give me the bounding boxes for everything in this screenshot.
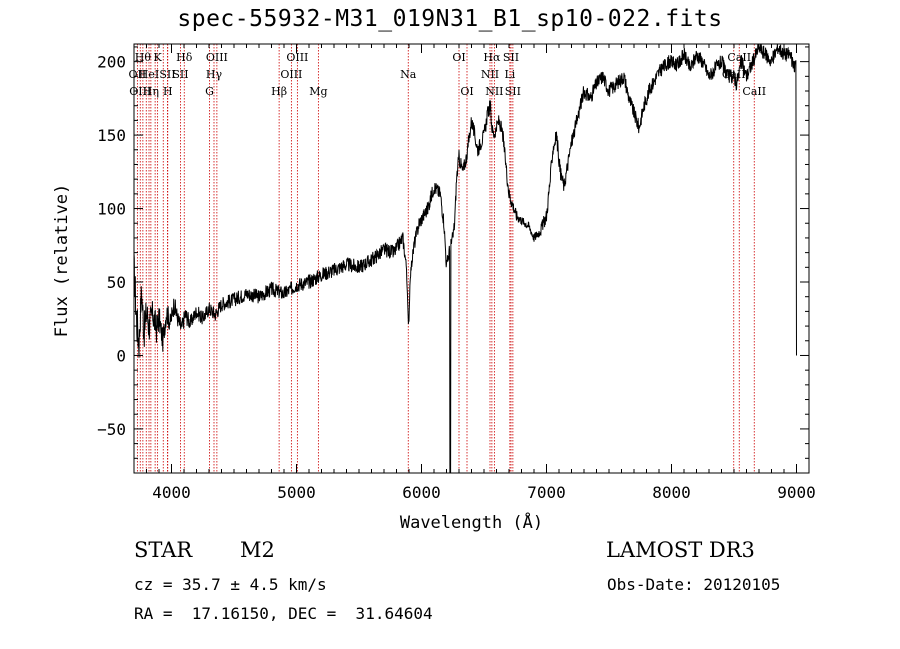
line-label: SII [503,51,519,64]
line-label: Hθ [135,51,152,64]
spectrum-series [133,43,797,474]
line-label: H [163,85,173,98]
x-axis-label: Wavelength (Å) [400,511,543,533]
redshift-cz: cz = 35.7 ± 4.5 km/s [134,575,327,594]
line-label: Hδ [176,51,193,64]
x-tick-label: 6000 [402,483,441,502]
line-label: OIII [280,68,302,81]
line-markers [136,44,755,473]
line-label: Hβ [271,85,287,98]
line-label: Hη [143,85,159,98]
line-label: OIII [129,85,151,98]
line-label: SII [159,68,175,81]
line-label: OIII [206,51,228,64]
axes: 4000 5000 6000 7000 8000 9000 −50 0 50 100 150 200 [97,44,816,502]
line-label: Mg [309,85,327,98]
line-label: Li [504,68,515,81]
y-tick-label: 50 [107,273,126,292]
y-tick-label: 150 [97,126,126,145]
y-tick-label: 100 [97,200,126,219]
object-class: STAR [134,538,193,562]
line-label: OI [452,51,465,64]
coordinates: RA = 17.16150, DEC = 31.64604 [134,604,433,623]
x-tick-label: 8000 [652,483,691,502]
x-tick-label: 7000 [527,483,566,502]
line-label: CaII [727,51,751,64]
plot-frame [133,43,810,474]
line-label: Na [400,68,417,81]
line-label: Hγ [206,68,223,81]
y-axis-label: Flux (relative) [52,184,72,338]
line-label: CaII [742,85,766,98]
line-label: OIII [286,51,308,64]
spectrum-line [133,43,797,474]
line-label: K [154,51,163,64]
x-tick-label: 5000 [277,483,316,502]
line-labels: OIIOIIIHθHeIHηKSIIHSIIHδGHγOIIIHβOIIIOII… [129,51,767,98]
line-label: NII [481,68,499,81]
line-label: G [205,85,214,98]
line-label: SII [505,85,521,98]
line-label: OI [460,85,473,98]
line-label: SII [172,68,188,81]
x-tick-label: 9000 [777,483,816,502]
x-tick-label: 4000 [152,483,191,502]
y-tick-label: 200 [97,53,126,72]
observation-date: Obs-Date: 20120105 [607,575,781,594]
line-label: HeI [139,68,159,81]
survey-name: LAMOST DR3 [606,538,755,562]
line-label: OII [129,68,147,81]
line-label: NII [485,85,503,98]
chart-title: spec-55932-M31_019N31_B1_sp10-022.fits [177,6,723,32]
line-label: Hα [483,51,501,64]
y-tick-label: 0 [116,346,126,365]
y-tick-label: −50 [97,420,126,439]
object-subclass: M2 [240,538,275,562]
